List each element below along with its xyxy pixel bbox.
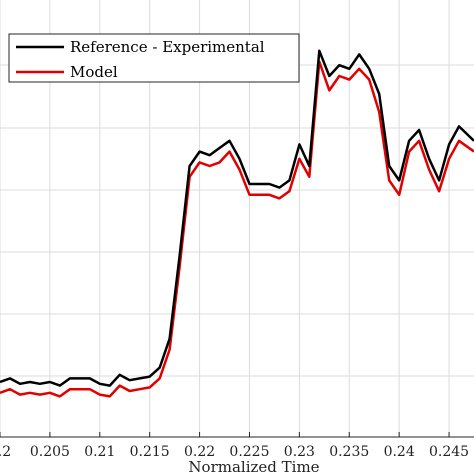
series-line-model — [0, 60, 474, 398]
x-tick-label: 0.23 — [284, 444, 315, 460]
x-axis-ticks: 0.2 0.205 0.21 0.215 0.22 0.225 0.23 0.235 0.24 0… — [0, 432, 469, 460]
x-tick-label: 0.225 — [229, 444, 269, 460]
x-tick-label: 0.22 — [184, 444, 215, 460]
x-axis-label: Normalized Time — [188, 458, 319, 474]
x-tick-label: 0.215 — [130, 444, 170, 460]
x-tick-label: 0.245 — [429, 444, 469, 460]
legend-label-model: Model — [70, 63, 118, 81]
series-layer — [0, 49, 474, 398]
x-tick-label: 0.205 — [30, 444, 70, 460]
x-tick-label: 0.21 — [84, 444, 115, 460]
x-tick-label: 0.235 — [329, 444, 369, 460]
legend-label-reference: Reference - Experimental — [70, 38, 265, 56]
x-tick-label: 0.24 — [384, 444, 415, 460]
x-tick-label: 0.2 — [0, 444, 11, 460]
legend-box — [8, 33, 300, 83]
series-line-reference — [0, 49, 474, 387]
legend: Reference - Experimental Model — [8, 33, 300, 83]
